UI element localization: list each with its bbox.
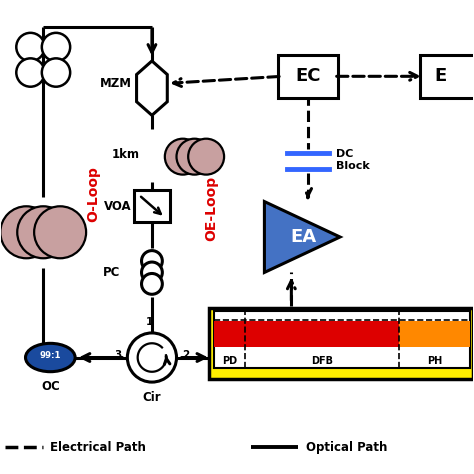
Polygon shape — [264, 201, 340, 273]
Circle shape — [142, 251, 162, 272]
Text: 99:1: 99:1 — [39, 351, 61, 360]
Circle shape — [0, 206, 52, 258]
Text: OC: OC — [41, 380, 60, 393]
Text: Optical Path: Optical Path — [306, 441, 387, 454]
FancyBboxPatch shape — [420, 55, 474, 98]
Text: DFB: DFB — [311, 356, 333, 365]
Circle shape — [42, 33, 70, 61]
Text: PH: PH — [427, 356, 442, 365]
Text: 2: 2 — [182, 350, 190, 360]
Text: 1km: 1km — [112, 148, 140, 161]
Text: Electrical Path: Electrical Path — [50, 441, 146, 454]
Text: DC
Block: DC Block — [336, 149, 370, 171]
Circle shape — [188, 139, 224, 174]
Text: EC: EC — [295, 67, 320, 85]
Text: E: E — [434, 67, 447, 85]
Ellipse shape — [26, 343, 75, 372]
Circle shape — [165, 139, 201, 174]
FancyBboxPatch shape — [278, 55, 337, 98]
Circle shape — [17, 206, 69, 258]
Text: PC: PC — [103, 266, 120, 279]
Circle shape — [16, 58, 45, 87]
Circle shape — [42, 58, 70, 87]
Text: PD: PD — [222, 356, 237, 365]
Text: O-Loop: O-Loop — [86, 166, 100, 222]
Polygon shape — [137, 61, 167, 115]
Text: MZM: MZM — [100, 77, 132, 90]
Text: 1: 1 — [146, 317, 153, 327]
FancyBboxPatch shape — [209, 308, 474, 379]
Circle shape — [34, 206, 86, 258]
FancyBboxPatch shape — [214, 311, 471, 368]
Text: 3: 3 — [114, 350, 122, 360]
Text: Cir: Cir — [143, 391, 161, 403]
Text: EA: EA — [290, 228, 316, 246]
Text: OE-Loop: OE-Loop — [204, 176, 218, 241]
Text: VOA: VOA — [104, 200, 132, 213]
FancyBboxPatch shape — [214, 321, 399, 346]
FancyBboxPatch shape — [399, 321, 471, 346]
Circle shape — [16, 33, 45, 61]
Circle shape — [142, 262, 162, 283]
Circle shape — [176, 139, 212, 174]
FancyBboxPatch shape — [134, 190, 170, 222]
Circle shape — [128, 333, 176, 382]
Circle shape — [142, 273, 162, 294]
